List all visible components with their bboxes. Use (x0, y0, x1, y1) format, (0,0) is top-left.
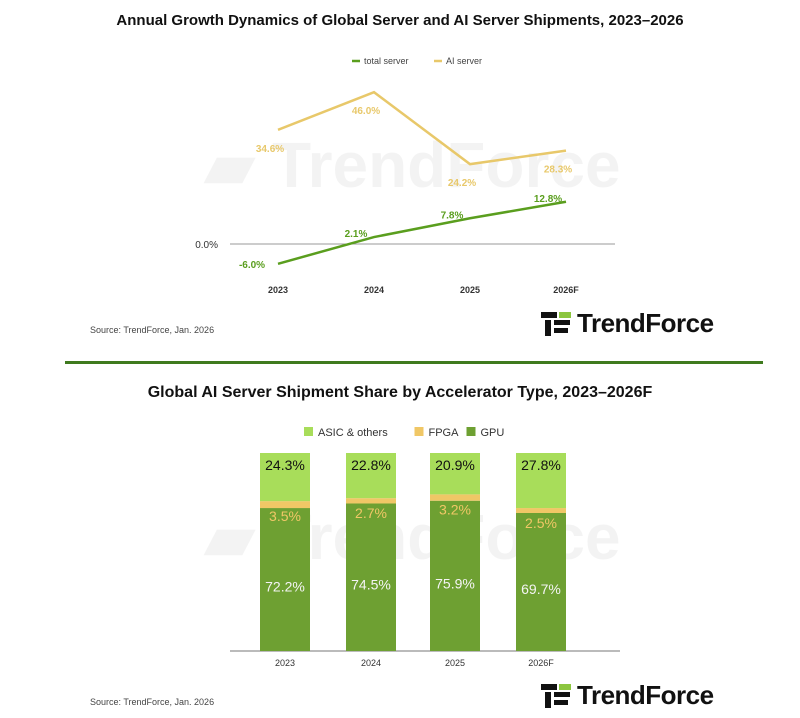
bar-segment-fpga (516, 508, 566, 513)
data-label: 28.3% (544, 165, 572, 176)
legend-swatch (304, 427, 313, 436)
legend-swatch (414, 427, 424, 436)
data-label: 2.7% (355, 505, 387, 521)
bar-segment-asic-others (430, 453, 480, 495)
data-label: 22.8% (351, 457, 391, 473)
data-label: 2.5% (525, 515, 557, 531)
legend-label: ASIC & others (318, 427, 388, 439)
data-label: 72.2% (265, 579, 305, 595)
data-label: 3.2% (439, 501, 471, 517)
data-label: 34.6% (256, 144, 284, 155)
x-tick-label: 2025 (460, 285, 480, 295)
bar-segment-fpga (346, 498, 396, 504)
data-label: 75.9% (435, 575, 475, 591)
data-label: 27.8% (521, 457, 561, 473)
series-line-0 (277, 200, 567, 266)
bar-segment-gpu (430, 500, 480, 651)
source-top: Source: TrendForce, Jan. 2026 (90, 325, 215, 335)
trendforce-logo-bottom: TrendForce (541, 680, 714, 711)
data-label: 24.3% (265, 457, 305, 473)
trendforce-logo-top: TrendForce (541, 308, 714, 339)
data-label: 69.7% (521, 581, 561, 597)
series-line-1 (277, 90, 567, 166)
data-label: -6.0% (239, 260, 265, 271)
x-tick-label: 2024 (361, 658, 381, 668)
legend-label: GPU (481, 427, 505, 439)
data-label: 46.0% (352, 106, 380, 117)
bar-segment-gpu (516, 512, 566, 651)
bar-segment-asic-others (260, 453, 310, 502)
bar-segment-fpga (260, 501, 310, 509)
bar-segment-gpu (346, 503, 396, 651)
legend-label-0: total server (364, 56, 409, 66)
line-chart-title: Annual Growth Dynamics of Global Server … (116, 12, 684, 29)
trendforce-logo-icon (541, 683, 571, 708)
x-tick-label: 2023 (268, 285, 288, 295)
line-chart: total server AI server 0.0% 2023 2024 2025 202… (195, 56, 615, 295)
trendforce-logo-icon (541, 311, 571, 336)
x-tick-label: 2024 (364, 285, 384, 295)
x-tick-label: 2026F (553, 285, 579, 295)
data-label: 24.2% (448, 178, 476, 189)
y-tick-label: 0.0% (195, 240, 218, 251)
bar-chart-title: Global AI Server Shipment Share by Accel… (147, 384, 653, 401)
bar-chart: ASIC & others FPGA GPU 2023 72.2% 3.5% 24.3% 20… (230, 427, 620, 668)
legend-label: FPGA (429, 427, 460, 439)
data-label: 3.5% (269, 508, 301, 524)
section-divider (65, 361, 763, 364)
legend-label-1: AI server (446, 56, 482, 66)
bar-segment-asic-others (346, 453, 396, 499)
data-label: 74.5% (351, 577, 391, 593)
bar-segment-asic-others (516, 453, 566, 509)
data-label: 7.8% (441, 210, 464, 221)
bar-segment-gpu (260, 508, 310, 651)
bar-segment-fpga (430, 494, 480, 501)
data-label: 20.9% (435, 457, 475, 473)
data-label: 12.8% (534, 194, 562, 205)
data-label: 2.1% (345, 229, 368, 240)
source-bottom: Source: TrendForce, Jan. 2026 (90, 697, 215, 707)
x-tick-label: 2025 (445, 658, 465, 668)
x-tick-label: 2026F (528, 658, 554, 668)
legend-swatch (466, 427, 476, 436)
x-tick-label: 2023 (275, 658, 295, 668)
